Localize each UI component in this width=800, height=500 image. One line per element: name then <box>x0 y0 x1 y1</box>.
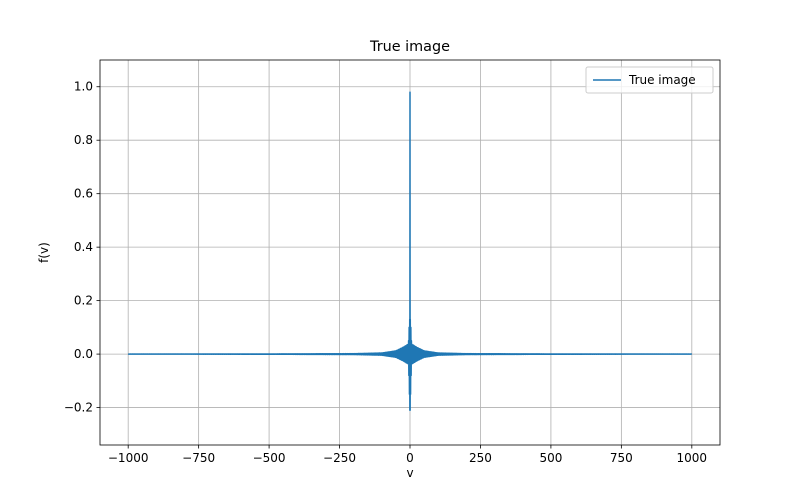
x-tick-label: 0 <box>406 451 414 465</box>
x-tick-label: −1000 <box>108 451 149 465</box>
y-tick-label: 0.8 <box>74 133 93 147</box>
legend-label: True image <box>628 73 696 87</box>
x-tick-label: 250 <box>469 451 492 465</box>
y-axis-label: f(v) <box>37 242 51 263</box>
series-line-true-image <box>127 91 693 411</box>
y-tick-label: 0.6 <box>74 187 93 201</box>
series-layer <box>127 91 693 411</box>
y-tick-label: 0.2 <box>74 294 93 308</box>
x-tick-label: 500 <box>539 451 562 465</box>
x-tick-label: −500 <box>253 451 286 465</box>
x-axis-label: v <box>406 466 413 480</box>
x-tick-label: 750 <box>610 451 633 465</box>
x-tick-label: 1000 <box>677 451 708 465</box>
y-tick-label: 0.4 <box>74 240 93 254</box>
legend-box <box>585 66 714 94</box>
chart-title: True image <box>369 39 450 55</box>
x-tick-label: −750 <box>182 451 215 465</box>
legend: True image <box>585 66 714 94</box>
y-tick-label: 0.0 <box>74 347 93 361</box>
y-tick-label: −0.2 <box>64 401 93 415</box>
y-tick-label: 1.0 <box>74 80 93 94</box>
x-tick-label: −250 <box>323 451 356 465</box>
axis-ticks: −1000 −750 −500 −250 0 250 500 750 1000 −0.2 0.0 0.… <box>64 80 707 465</box>
